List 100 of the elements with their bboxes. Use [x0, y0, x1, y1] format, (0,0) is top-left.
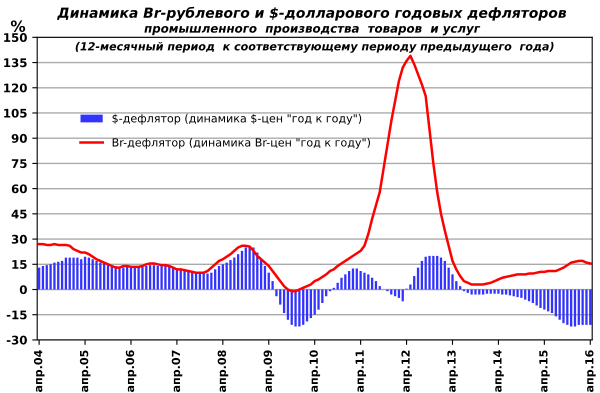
bar [478, 290, 480, 295]
x-tick-label: апр.16 [585, 350, 596, 392]
bar [210, 272, 213, 290]
bar [543, 290, 546, 310]
y-tick-label: 75 [12, 159, 27, 168]
x-tick-label: апр.15 [539, 350, 550, 392]
bar [581, 290, 584, 325]
line-series [38, 54, 592, 292]
x-tick-label: апр.05 [80, 350, 90, 392]
y-tick-label: 15 [12, 260, 27, 269]
bar [57, 262, 60, 290]
bar [370, 278, 374, 290]
bar [156, 266, 159, 290]
x-tick-label: апр.04 [34, 350, 44, 392]
bar [134, 268, 136, 290]
bar [402, 290, 404, 302]
y-axis-title: % [10, 20, 26, 32]
bar [558, 290, 561, 320]
bar [187, 271, 190, 290]
bar [470, 290, 473, 295]
y-tick-label: -30 [6, 336, 27, 345]
bar [202, 274, 205, 290]
x-tick-label: апр.11 [356, 350, 366, 392]
x-tick-label: апр.10 [310, 350, 320, 392]
bar [68, 258, 71, 290]
y-tick-label: 105 [4, 108, 27, 118]
bar [76, 258, 79, 290]
bar [298, 290, 301, 326]
bar [145, 266, 148, 290]
bar [578, 290, 580, 325]
bar [356, 268, 358, 290]
bar [501, 290, 504, 295]
bar [566, 290, 568, 325]
bar [214, 269, 216, 290]
x-tick-label: апр.14 [493, 350, 504, 392]
bar [99, 262, 102, 290]
annotation: (12-месячный период к соответствующему периоду предыдущего года) [76, 42, 554, 53]
bar [436, 256, 438, 290]
chart-title: Динамика Br-рублевого и $-долларового годовых дефляторов [57, 6, 566, 21]
y-tick-label: 0 [20, 285, 27, 294]
y-tick-label: 135 [4, 58, 27, 68]
x-tick-label: апр.06 [126, 350, 136, 392]
bar [126, 266, 128, 290]
x-tick-label: апр.08 [218, 350, 228, 392]
bar [168, 266, 170, 290]
bar [547, 290, 550, 312]
bar [466, 290, 469, 293]
bar [310, 290, 312, 318]
x-tick-label: апр.12 [401, 350, 412, 392]
bar [432, 256, 435, 290]
bar [359, 271, 362, 290]
bar [520, 290, 523, 298]
bar [222, 264, 224, 290]
bar [314, 290, 316, 315]
chart-subtitle: промышленного производства товаров и услуг [144, 26, 480, 36]
bar [290, 290, 293, 325]
bar [110, 265, 113, 290]
bar [554, 290, 557, 316]
y-tick-label: 30 [12, 234, 27, 244]
bar [536, 290, 538, 306]
legend-label: $-дефлятор (динамика $-цен "год к году") [112, 114, 362, 125]
bar [344, 274, 346, 290]
bar [180, 269, 182, 290]
bar [512, 290, 515, 296]
y-tick-label: 120 [4, 83, 27, 92]
x-tick-label: апр.09 [264, 350, 274, 392]
bar [80, 259, 82, 290]
bar [302, 290, 304, 325]
bar [237, 254, 240, 290]
bar [424, 256, 427, 290]
bar [148, 265, 152, 290]
y-tick-label: 150 [4, 33, 27, 42]
y-tick-label: 45 [12, 210, 27, 219]
bar [482, 290, 484, 295]
bar [444, 260, 446, 290]
bar [367, 274, 370, 290]
bar [226, 262, 228, 290]
y-tick-label: -15 [6, 310, 27, 320]
bar [103, 263, 106, 290]
bar [490, 290, 492, 294]
bar [420, 260, 424, 290]
bar [532, 290, 534, 303]
bar [38, 268, 40, 290]
bar [46, 265, 48, 290]
bar [88, 258, 90, 290]
bar [248, 246, 251, 290]
bar [92, 259, 94, 290]
y-tick-label: 60 [12, 184, 27, 194]
bar [137, 266, 140, 290]
bar [244, 247, 247, 290]
bar [524, 290, 526, 300]
y-tick-label: 90 [12, 134, 27, 143]
bar [570, 290, 572, 326]
bar [348, 271, 350, 290]
bar [233, 258, 236, 290]
bar [122, 268, 124, 290]
legend-label: Br-дефлятор (динамика Br-цен "год к году") [112, 138, 370, 149]
bar [390, 290, 392, 295]
x-tick-label: апр.07 [172, 350, 182, 392]
bar [589, 290, 592, 325]
